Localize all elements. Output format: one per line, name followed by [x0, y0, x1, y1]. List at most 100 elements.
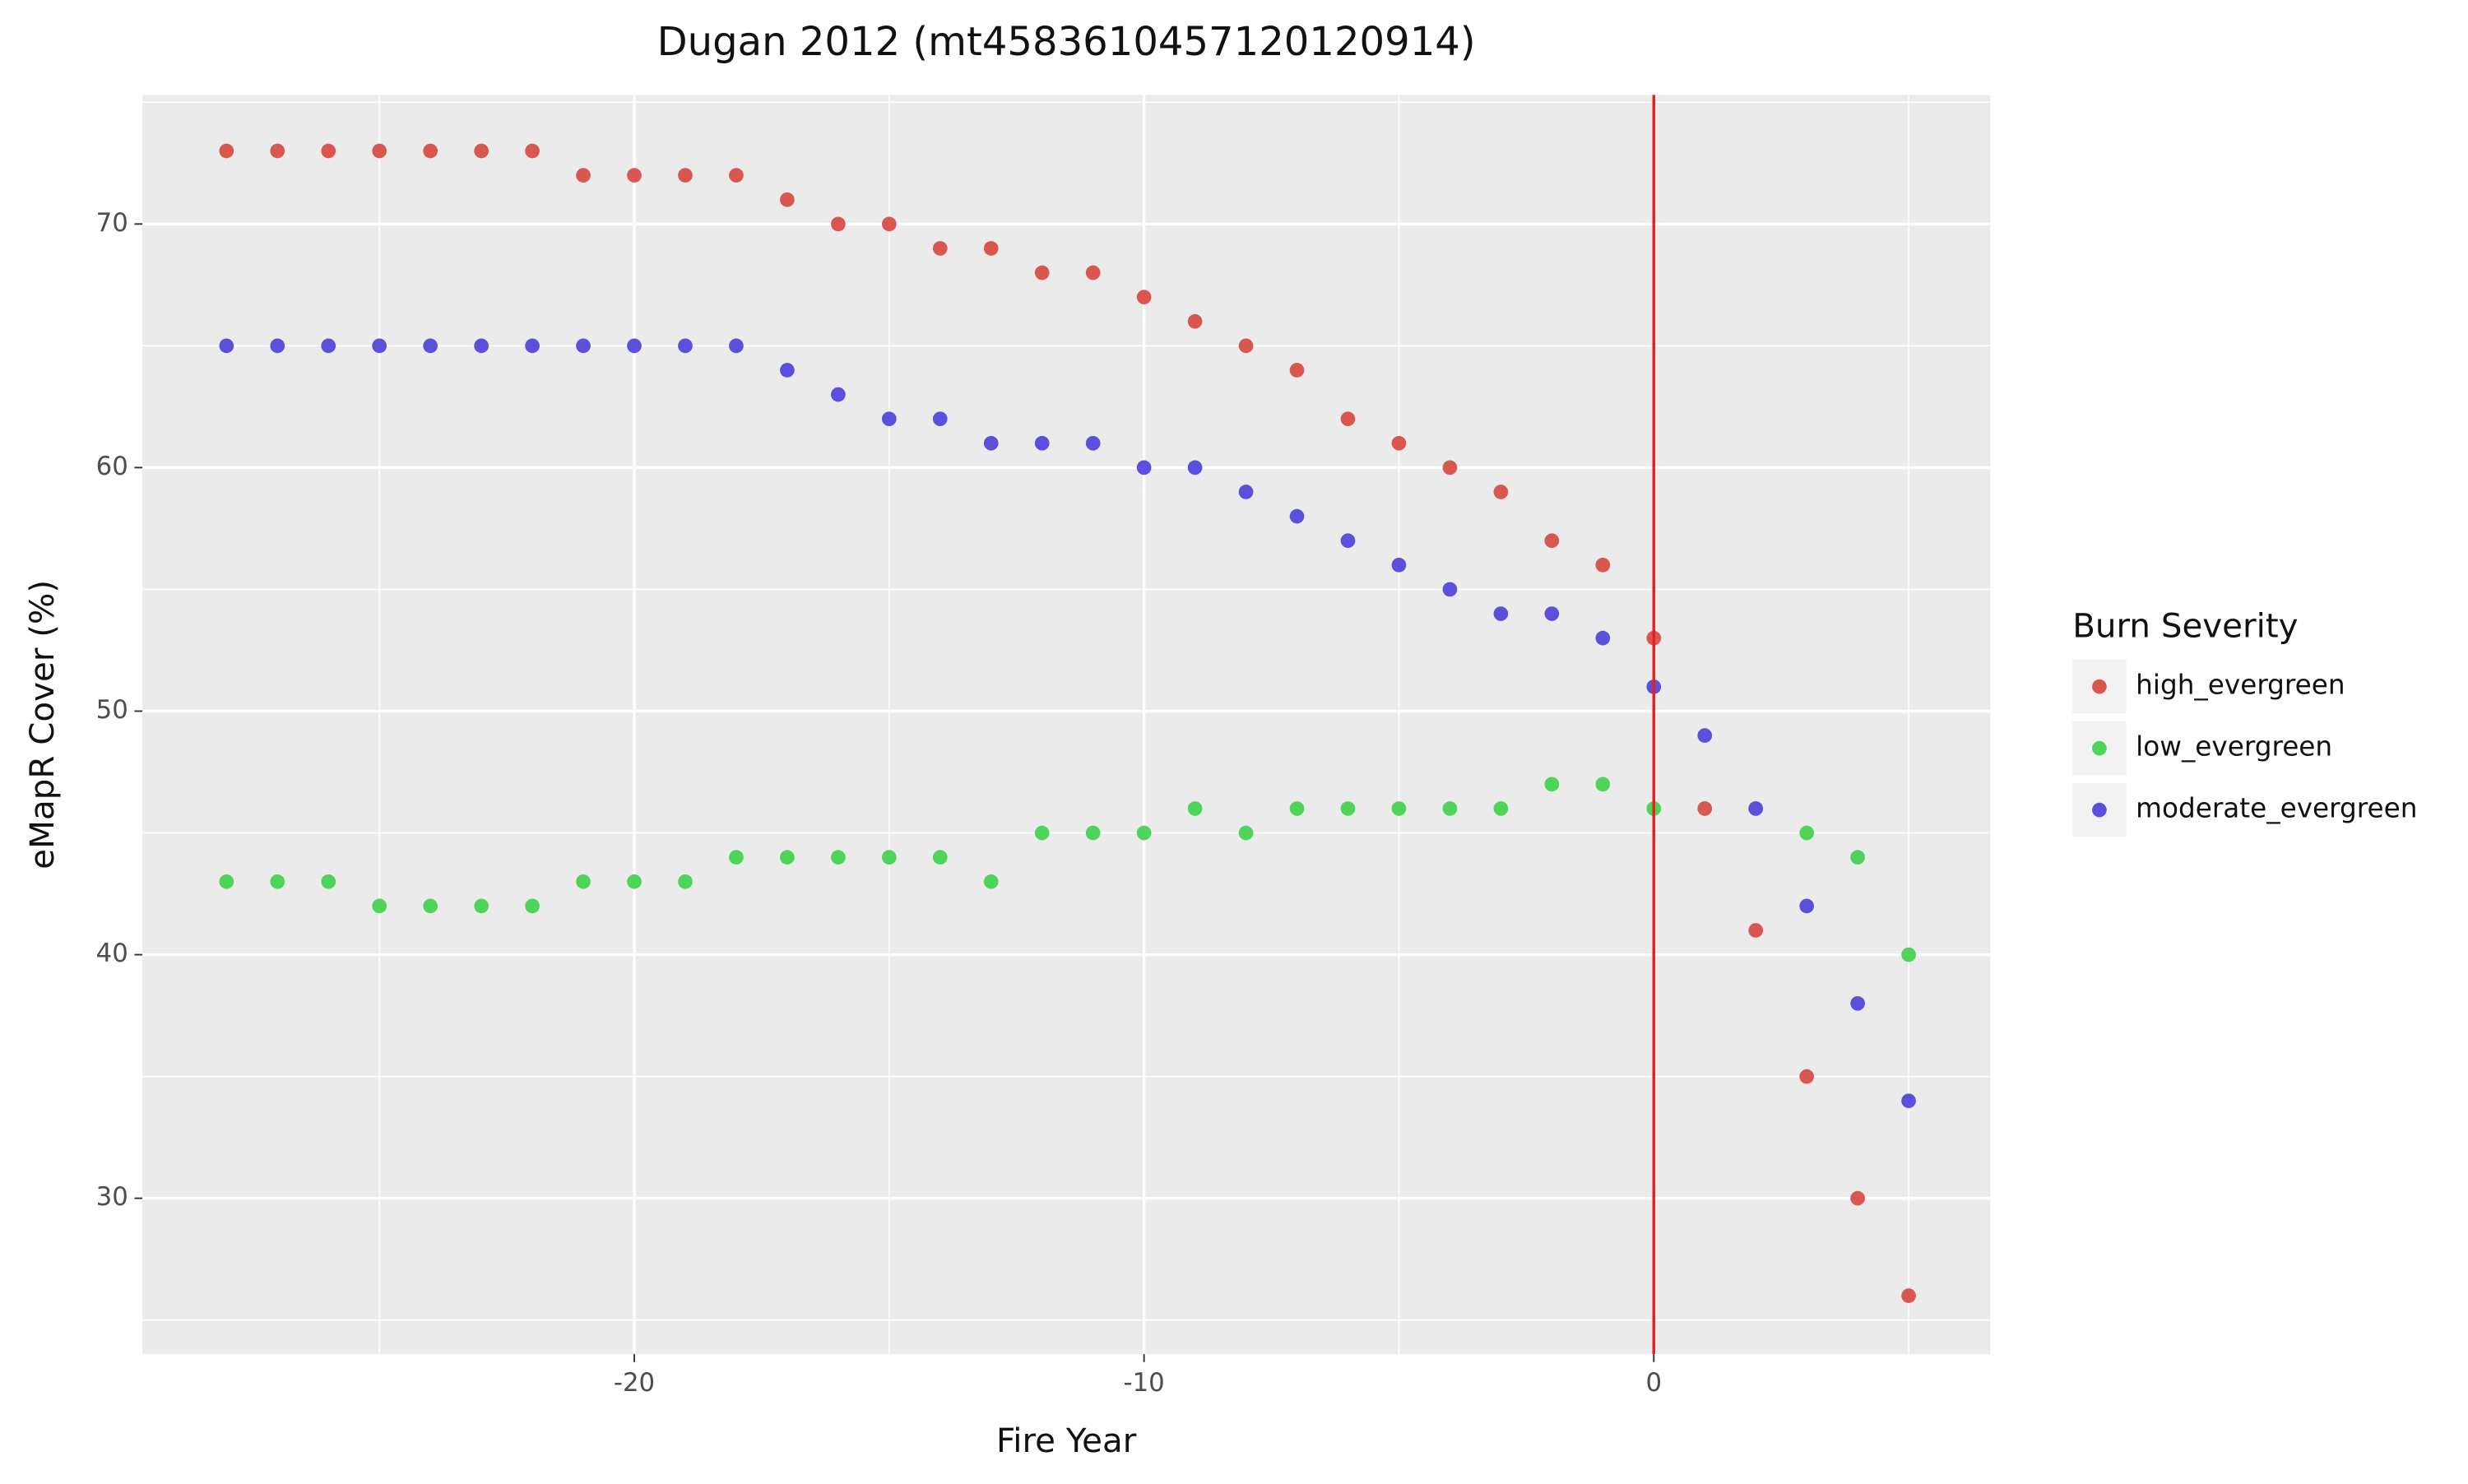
point [1340, 533, 1356, 549]
point [1697, 728, 1713, 743]
legend-marker [2092, 679, 2107, 694]
point [983, 241, 999, 256]
point [1391, 557, 1407, 573]
y-tick-label: 30 [96, 1182, 128, 1212]
point [831, 216, 846, 232]
point [1595, 777, 1611, 792]
point [1289, 801, 1305, 816]
legend-label: high_evergreen [2136, 670, 2345, 701]
point [1901, 947, 1916, 962]
point [1289, 508, 1305, 524]
point [321, 338, 336, 354]
point [576, 338, 591, 354]
point [1442, 801, 1458, 816]
point [729, 338, 744, 354]
point [1085, 435, 1101, 451]
point [932, 411, 948, 427]
point [1799, 1069, 1815, 1084]
point [780, 363, 795, 378]
point [1034, 435, 1050, 451]
point [576, 168, 591, 183]
point [1187, 313, 1203, 329]
x-tick-label: -10 [1124, 1368, 1165, 1398]
point [1085, 825, 1101, 841]
point [1340, 411, 1356, 427]
point [678, 874, 693, 889]
legend-marker [2092, 740, 2107, 756]
y-tick-label: 60 [96, 452, 128, 481]
point [983, 435, 999, 451]
point [627, 168, 642, 183]
point [1391, 801, 1407, 816]
point [1595, 557, 1611, 573]
y-tick-label: 50 [96, 695, 128, 725]
point [831, 850, 846, 865]
point [1697, 801, 1713, 816]
point [1850, 995, 1865, 1011]
point [270, 338, 285, 354]
point [1748, 923, 1764, 938]
point [831, 387, 846, 402]
point [423, 338, 438, 354]
point [1034, 265, 1050, 281]
point [881, 411, 897, 427]
point [1850, 850, 1865, 865]
x-tick-label: -20 [614, 1368, 655, 1398]
point [780, 850, 795, 865]
point [474, 143, 489, 159]
point [474, 898, 489, 914]
point [1391, 435, 1407, 451]
point [1238, 338, 1254, 354]
point [1901, 1093, 1916, 1109]
point [219, 874, 234, 889]
point [525, 143, 540, 159]
x-tick-label: 0 [1645, 1368, 1662, 1398]
point [678, 168, 693, 183]
point [729, 850, 744, 865]
point [1085, 265, 1101, 281]
y-tick-label: 70 [96, 208, 128, 238]
point [729, 168, 744, 183]
point [1340, 801, 1356, 816]
point [1850, 1190, 1865, 1206]
point [1136, 825, 1152, 841]
point [423, 143, 438, 159]
point [627, 338, 642, 354]
point [372, 898, 387, 914]
point [1034, 825, 1050, 841]
point [423, 898, 438, 914]
point [270, 874, 285, 889]
point [219, 338, 234, 354]
point [321, 143, 336, 159]
point [932, 850, 948, 865]
point [1799, 898, 1815, 914]
y-tick-label: 40 [96, 939, 128, 968]
point [1493, 485, 1509, 499]
point [321, 874, 336, 889]
point [1544, 777, 1560, 792]
point [780, 192, 795, 207]
point [474, 338, 489, 354]
point [1136, 460, 1152, 475]
point [1799, 825, 1815, 841]
point [1187, 801, 1203, 816]
legend-label: low_evergreen [2136, 731, 2332, 763]
point [932, 241, 948, 256]
point [1442, 460, 1458, 475]
legend-title: Burn Severity [2072, 606, 2298, 645]
y-axis-label: eMapR Cover (%) [23, 580, 62, 870]
point [1544, 533, 1560, 549]
point [1493, 801, 1509, 816]
point [627, 874, 642, 889]
point [1238, 825, 1254, 841]
point [219, 143, 234, 159]
point [372, 338, 387, 354]
point [372, 143, 387, 159]
point [525, 898, 540, 914]
legend-marker [2092, 802, 2107, 818]
point [1442, 582, 1458, 597]
point [1748, 801, 1764, 816]
point [678, 338, 693, 354]
point [1493, 606, 1509, 621]
